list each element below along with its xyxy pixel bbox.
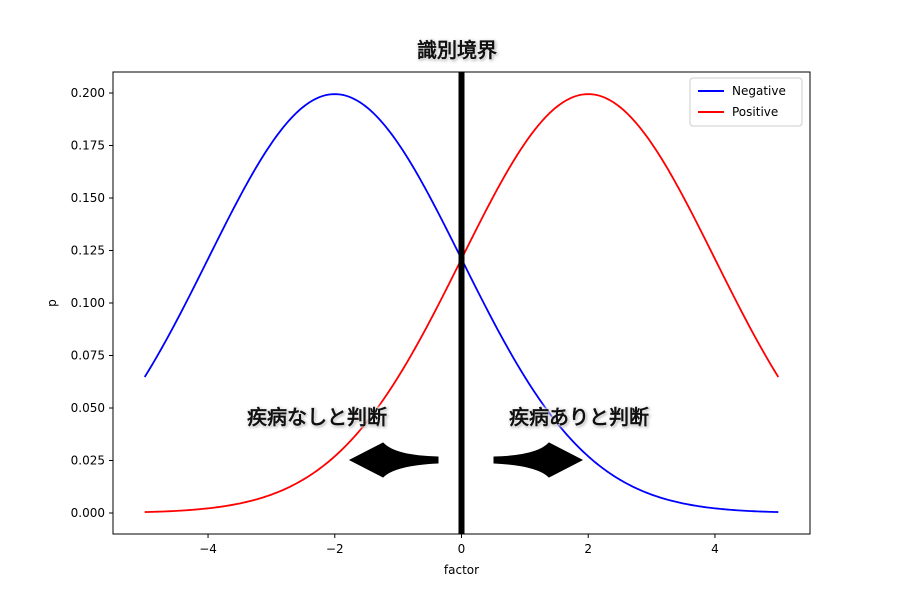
annotation-disease: 疾病ありと判断 [509,405,649,429]
y-tick-label: 0.100 [71,296,105,310]
y-tick-label: 0.125 [71,244,105,258]
y-tick-label: 0.025 [71,454,105,468]
y-tick-label: 0.200 [71,86,105,100]
x-tick-label: 0 [458,542,466,556]
y-tick-label: 0.000 [71,506,105,520]
legend-label-negative: Negative [732,84,786,98]
y-tick-label: 0.175 [71,139,105,153]
x-axis-label: factor [444,563,479,577]
x-tick-label: 2 [584,542,592,556]
x-tick-label: 4 [711,542,719,556]
arrow-left-icon [348,442,439,478]
y-tick-label: 0.150 [71,191,105,205]
annotation-no-disease: 疾病なしと判断 [247,405,387,429]
x-tick-label: −4 [199,542,217,556]
y-tick-label: 0.075 [71,349,105,363]
x-tick-label: −2 [326,542,344,556]
chart-title: 識別境界 [417,38,497,62]
y-axis-label: p [45,299,59,307]
arrow-right-icon [493,442,584,478]
legend-label-positive: Positive [732,105,778,119]
y-tick-label: 0.050 [71,401,105,415]
